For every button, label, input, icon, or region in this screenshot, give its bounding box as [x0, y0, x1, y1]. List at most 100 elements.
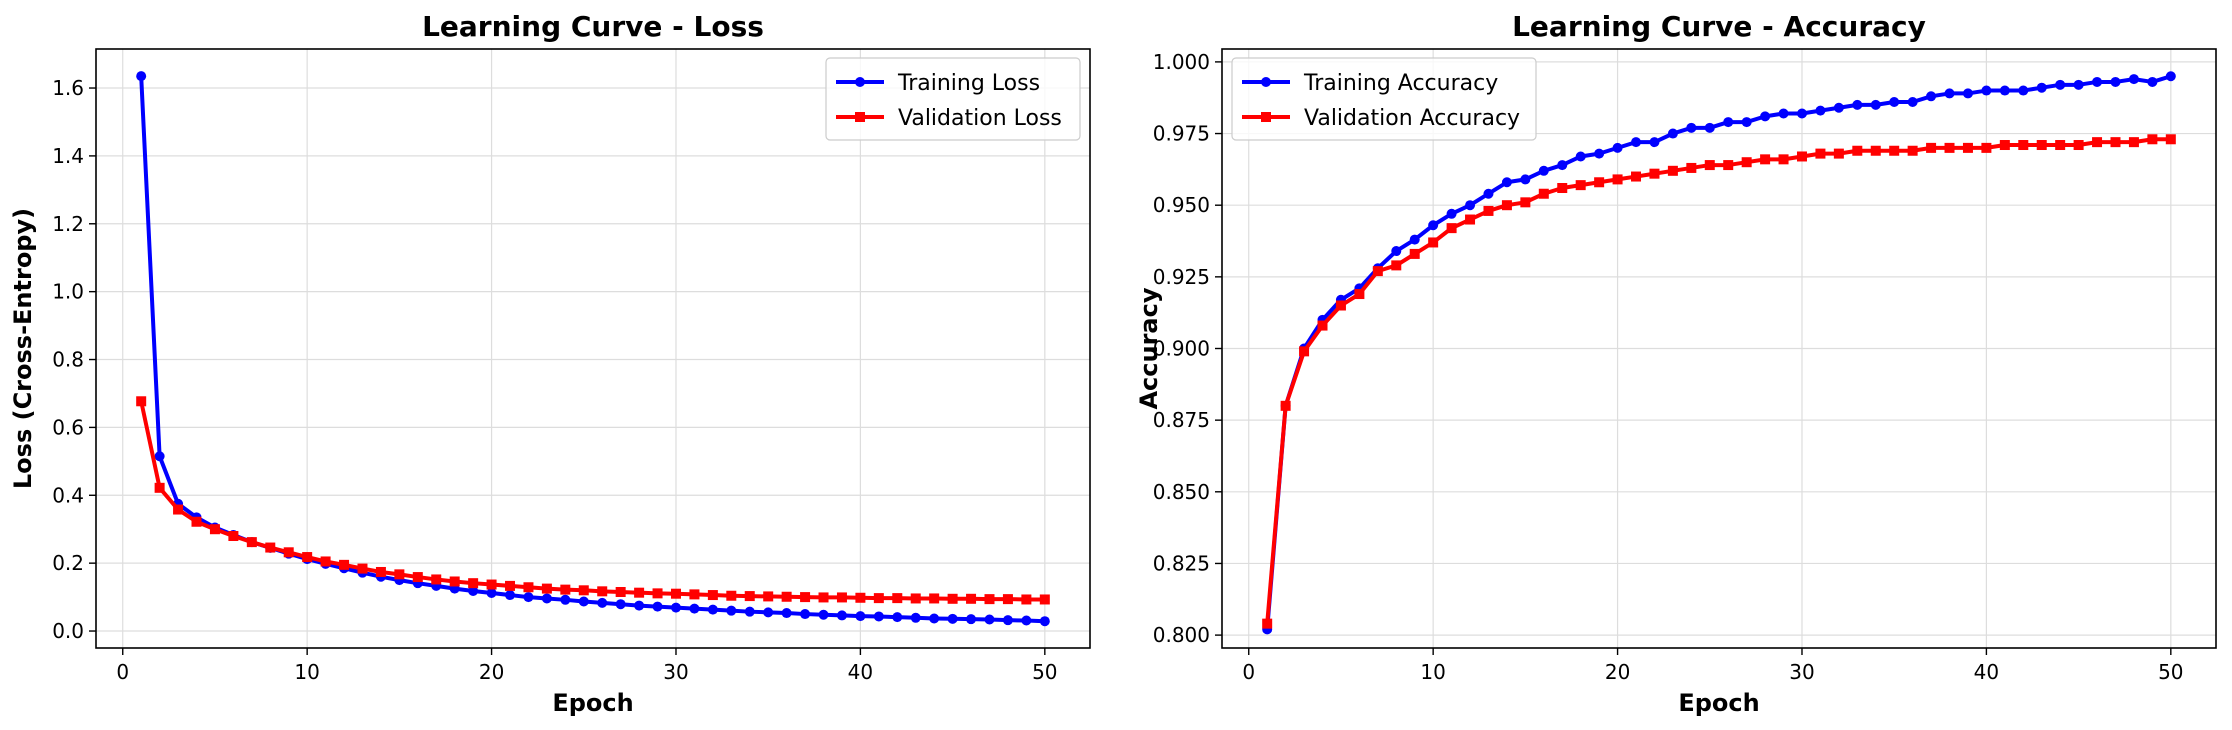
accuracy-validation-point-43: [2036, 140, 2047, 151]
accuracy-training-point-45: [2073, 79, 2084, 90]
accuracy-training-point-43: [2036, 82, 2047, 93]
accuracy-training-point-28: [1760, 111, 1771, 122]
accuracy-validation-point-18: [1575, 180, 1586, 191]
accuracy-validation-point-33: [1852, 145, 1863, 156]
accuracy-validation-point-25: [1704, 160, 1715, 171]
loss-validation-point-26: [597, 586, 608, 597]
accuracy-training-point-35: [1889, 97, 1900, 108]
accuracy-validation-point-22: [1649, 168, 1660, 179]
accuracy-training-point-33: [1852, 99, 1863, 110]
loss-legend-entry-validation: Validation Loss: [836, 106, 1062, 131]
loss-training-point-27: [615, 599, 626, 610]
accuracy-legend: Training Accuracy Validation Accuracy: [1231, 57, 1537, 141]
loss-training-point-38: [818, 609, 829, 620]
accuracy-legend-entry-validation: Validation Accuracy: [1242, 106, 1520, 131]
loss-validation-point-29: [652, 588, 663, 599]
accuracy-validation-point-40: [1981, 142, 1992, 153]
loss-training-point-24: [560, 594, 571, 605]
accuracy-validation-point-37: [1926, 142, 1937, 153]
accuracy-training-point-27: [1741, 117, 1752, 128]
accuracy-validation-point-24: [1686, 162, 1697, 173]
loss-training-point-19: [468, 585, 479, 596]
loss-validation-point-46: [966, 593, 977, 604]
accuracy-training-point-50: [2165, 71, 2176, 82]
accuracy-validation-point-48: [2128, 137, 2139, 148]
accuracy-x-tick-label-2: 20: [1605, 660, 1630, 684]
loss-validation-point-7: [246, 537, 257, 548]
accuracy-validation-point-6: [1354, 289, 1365, 300]
accuracy-validation-point-5: [1335, 300, 1346, 311]
loss-validation-point-2: [154, 482, 165, 493]
loss-validation-point-33: [726, 590, 737, 601]
accuracy-validation-point-27: [1741, 157, 1752, 168]
loss-training-point-33: [726, 605, 737, 616]
loss-validation-point-6: [228, 531, 239, 542]
accuracy-y-ticks: 0.800 0.825 0.850 0.875 0.900 0.925 0.950 0.975…: [1153, 50, 1222, 647]
loss-x-tick-label-1: 10: [294, 660, 319, 684]
accuracy-training-point-23: [1667, 128, 1678, 139]
accuracy-validation-point-26: [1723, 160, 1734, 171]
loss-validation-point-20: [486, 579, 497, 590]
accuracy-validation-point-2: [1280, 400, 1291, 411]
accuracy-validation-point-35: [1889, 145, 1900, 156]
loss-y-tick-label-4: 0.8: [52, 348, 84, 372]
accuracy-training-point-41: [1999, 85, 2010, 96]
accuracy-training-point-8: [1391, 246, 1402, 257]
loss-validation-point-30: [670, 588, 681, 599]
accuracy-x-tick-label-4: 40: [1974, 660, 1999, 684]
accuracy-y-tick-label-8: 1.000: [1153, 50, 1210, 74]
accuracy-training-point-31: [1815, 105, 1826, 116]
accuracy-validation-point-32: [1833, 148, 1844, 159]
loss-x-tick-label-2: 20: [479, 660, 504, 684]
accuracy-training-point-9: [1409, 234, 1420, 245]
loss-validation-point-44: [929, 593, 940, 604]
accuracy-validation-point-8: [1391, 260, 1402, 271]
accuracy-validation-point-46: [2092, 137, 2103, 148]
accuracy-training-point-36: [1907, 97, 1918, 108]
loss-x-ticks: 0 10 20 30 40 50: [116, 648, 1058, 684]
accuracy-y-tick-label-6: 0.950: [1153, 193, 1210, 217]
accuracy-validation-point-30: [1796, 151, 1807, 162]
accuracy-x-tick-label-0: 0: [1242, 660, 1255, 684]
accuracy-validation-point-20: [1612, 174, 1623, 185]
loss-validation-point-45: [947, 593, 958, 604]
accuracy-legend-marker-training: [1261, 77, 1271, 87]
loss-x-tick-label-0: 0: [116, 660, 129, 684]
loss-legend-marker-training: [855, 77, 865, 87]
loss-training-point-20: [486, 588, 497, 599]
accuracy-training-point-30: [1796, 108, 1807, 119]
loss-training-point-46: [966, 614, 977, 625]
loss-validation-point-12: [339, 559, 350, 570]
accuracy-x-tick-label-5: 50: [2158, 660, 2183, 684]
loss-training-point-1: [136, 71, 147, 82]
accuracy-training-point-12: [1465, 200, 1476, 211]
loss-training-point-37: [800, 609, 811, 620]
loss-training-point-44: [929, 613, 940, 624]
accuracy-validation-point-31: [1815, 148, 1826, 159]
accuracy-validation-point-50: [2165, 134, 2176, 145]
accuracy-training-point-39: [1962, 88, 1973, 99]
loss-y-axis-label: Loss (Cross-Entropy): [9, 208, 37, 489]
loss-validation-point-27: [615, 587, 626, 598]
accuracy-validation-point-19: [1594, 177, 1605, 188]
accuracy-training-point-32: [1833, 102, 1844, 113]
accuracy-validation-point-41: [1999, 140, 2010, 151]
accuracy-validation-point-49: [2147, 134, 2158, 145]
loss-y-tick-label-2: 0.4: [52, 483, 84, 507]
accuracy-legend-marker-validation: [1261, 112, 1271, 122]
accuracy-validation-point-12: [1465, 214, 1476, 225]
accuracy-training-point-49: [2147, 76, 2158, 87]
accuracy-training-point-10: [1428, 220, 1439, 231]
loss-chart-title: Learning Curve - Loss: [422, 10, 764, 43]
accuracy-validation-point-10: [1428, 237, 1439, 248]
accuracy-training-point-48: [2128, 74, 2139, 85]
accuracy-y-tick-label-2: 0.850: [1153, 480, 1210, 504]
loss-legend-marker-validation: [855, 112, 865, 122]
loss-x-axis-label: Epoch: [552, 689, 633, 717]
loss-y-tick-label-6: 1.2: [52, 212, 84, 236]
accuracy-training-point-19: [1594, 148, 1605, 159]
accuracy-y-axis-label: Accuracy: [1135, 287, 1163, 409]
accuracy-y-tick-label-4: 0.900: [1153, 337, 1210, 361]
accuracy-validation-point-7: [1372, 266, 1383, 277]
loss-training-point-43: [910, 612, 921, 623]
